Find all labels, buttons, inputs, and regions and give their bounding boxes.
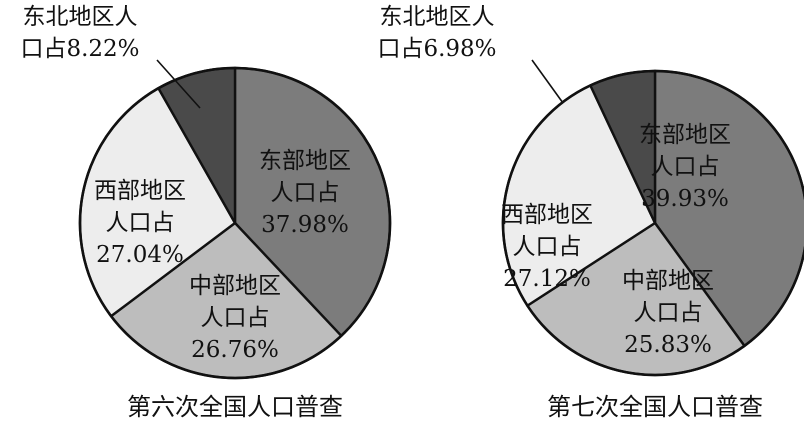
chart-title: 第七次全国人口普查 (547, 393, 763, 421)
slice-label: 东北地区人口占6.98% (377, 4, 496, 62)
slice-label: 东部地区人口占 37.98% (259, 148, 351, 238)
slice-label: 东北地区人口占8.22% (20, 4, 139, 62)
chart-title: 第六次全国人口普查 (127, 393, 343, 421)
pie-chart-2: 东部地区人口占 39.93% 中部地区人口占 25.83% 西部地区人口占 27.12% 东… (377, 4, 804, 421)
slice-label: 西部地区人口占 27.04% (94, 178, 186, 268)
leader-line (531, 59, 564, 104)
slice-label: 西部地区人口占 27.12% (501, 202, 593, 292)
pie-outline (501, 69, 804, 377)
slice-label: 东部地区人口占 39.93% (639, 122, 731, 212)
leader-line (156, 59, 201, 109)
slice-label: 中部地区人口占 26.76% (189, 273, 281, 363)
pie-outline (78, 66, 392, 380)
slice-label: 中部地区人口占 25.83% (622, 268, 714, 358)
pie-chart-1: 东部地区人口占 37.98% 中部地区人口占 26.76%西部地区人口占 27.04% 东… (20, 4, 392, 421)
